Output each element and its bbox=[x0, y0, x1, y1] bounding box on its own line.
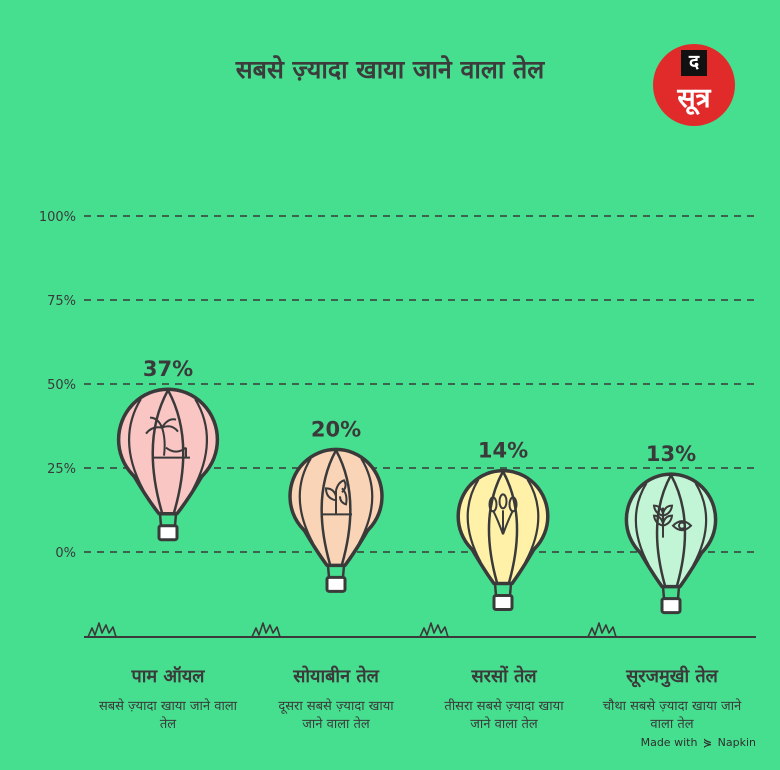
balloon-gore bbox=[127, 398, 145, 491]
balloon-basket bbox=[157, 524, 179, 542]
value-label: 20% bbox=[311, 417, 361, 441]
balloon-gore bbox=[655, 474, 673, 587]
category-description: सबसे ज़्यादा खाया जाने वाला तेल bbox=[98, 699, 238, 732]
chart-title: सबसे ज़्यादा खाया जाने वाला तेल bbox=[235, 55, 545, 84]
grass-tuft bbox=[251, 622, 281, 638]
balloon-basket bbox=[492, 594, 514, 612]
category-mustard-oil: सरसों तेल तीसरा सबसे ज़्यादा खाया जाने व… bbox=[424, 664, 584, 734]
grass-tuft bbox=[419, 622, 449, 638]
y-tick-label: 0% bbox=[55, 546, 76, 561]
balloon-bar bbox=[456, 468, 550, 612]
y-tick-label: 75% bbox=[47, 294, 76, 309]
balloon-rope bbox=[676, 586, 681, 599]
balloon-basket bbox=[660, 597, 682, 615]
balloon-rope bbox=[173, 513, 178, 526]
balloon-gore bbox=[320, 449, 338, 565]
category-label: सरसों तेल bbox=[471, 666, 537, 687]
balloon-basket bbox=[325, 575, 347, 593]
balloon-gore bbox=[487, 470, 505, 583]
balloon-rope bbox=[158, 513, 163, 526]
balloon-gore bbox=[501, 470, 519, 583]
napkin-icon: ⋟ bbox=[702, 736, 713, 749]
category-label: पाम ऑयल bbox=[131, 666, 205, 687]
grass-tuft bbox=[87, 622, 117, 638]
balloon-gore bbox=[191, 398, 209, 491]
balloon-rope bbox=[508, 583, 513, 596]
balloon-rope bbox=[326, 565, 331, 578]
category-description: दूसरा सबसे ज़्यादा खाया जाने वाला तेल bbox=[278, 699, 394, 732]
balloon-gore bbox=[166, 389, 185, 514]
category-soybean-oil: सोयाबीन तेल दूसरा सबसे ज़्यादा खाया जाने… bbox=[256, 664, 416, 734]
soybean-plant-icon bbox=[322, 479, 352, 516]
category-label: सोयाबीन तेल bbox=[293, 666, 379, 687]
logo-bottom-text: सूत्र bbox=[677, 83, 711, 114]
value-label: 14% bbox=[478, 439, 528, 463]
balloon-bar bbox=[624, 472, 718, 615]
y-tick-label: 50% bbox=[47, 378, 76, 393]
sunflower-eye-icon bbox=[652, 504, 693, 538]
balloon-envelope bbox=[116, 387, 220, 492]
category-sunflower-oil: सूरजमुखी तेल चौथा सबसे ज़्यादा खाया जाने… bbox=[592, 664, 752, 734]
grass-tuft bbox=[587, 622, 617, 638]
category-description: चौथा सबसे ज़्यादा खाया जाने वाला तेल bbox=[602, 699, 742, 732]
balloon-gore bbox=[334, 449, 352, 565]
balloon-gore bbox=[358, 458, 374, 544]
balloon-gore bbox=[692, 482, 708, 566]
balloon-rope bbox=[493, 583, 498, 596]
balloon-bar bbox=[288, 447, 384, 593]
balloon-rope bbox=[661, 586, 666, 599]
category-label: सूरजमुखी तेल bbox=[626, 666, 718, 687]
category-palm-oil: पाम ऑयल सबसे ज़्यादा खाया जाने वाला तेल bbox=[88, 664, 248, 734]
balloon-gore bbox=[151, 389, 170, 514]
the-sootr-logo: द सूत्र bbox=[653, 44, 735, 126]
napkin-brand: Napkin bbox=[717, 736, 756, 749]
balloon-gore bbox=[634, 482, 650, 566]
y-tick-label: 25% bbox=[47, 462, 76, 477]
value-label: 37% bbox=[143, 357, 193, 381]
balloon-gore bbox=[298, 458, 314, 544]
balloon-rope bbox=[341, 565, 346, 578]
palm-tree-icon bbox=[145, 416, 190, 459]
made-with-text: Made with bbox=[640, 736, 698, 749]
category-description: तीसरा सबसे ज़्यादा खाया जाने वाला तेल bbox=[444, 699, 564, 732]
balloon-neck bbox=[302, 528, 370, 568]
balloon-neck bbox=[470, 547, 536, 586]
balloon-gore bbox=[524, 479, 540, 563]
mustard-plant-icon bbox=[488, 493, 518, 535]
balloon-gore bbox=[466, 479, 482, 563]
balloon-bar bbox=[116, 387, 220, 542]
balloon-neck bbox=[638, 550, 704, 589]
value-label: 13% bbox=[646, 442, 696, 466]
logo-top-glyph: द bbox=[681, 50, 707, 76]
credit-line: Made with ⋟ Napkin bbox=[641, 736, 756, 749]
y-tick-label: 100% bbox=[39, 210, 76, 225]
balloon-neck bbox=[131, 474, 205, 516]
